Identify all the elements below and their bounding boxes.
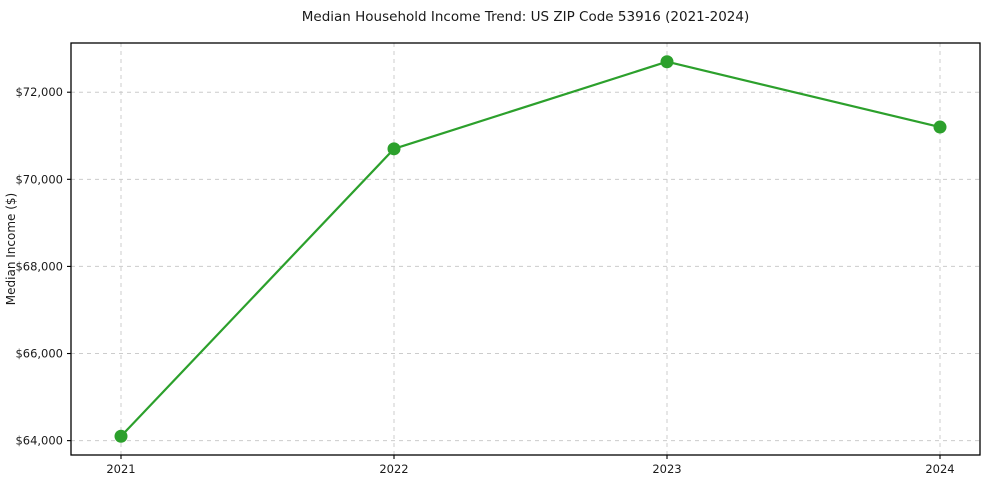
chart-title: Median Household Income Trend: US ZIP Co…	[302, 9, 750, 25]
y-tick-label: $64,000	[15, 434, 63, 448]
y-tick-label: $70,000	[15, 172, 63, 186]
y-axis-label: Median Income ($)	[4, 193, 18, 305]
x-tick-label: 2021	[106, 462, 135, 476]
data-point	[933, 120, 947, 134]
y-tick-label: $72,000	[15, 85, 63, 99]
x-tick-label: 2023	[652, 462, 681, 476]
trend-line	[119, 60, 942, 438]
plot-border	[70, 42, 981, 456]
data-point	[660, 55, 674, 69]
y-tick-label: $68,000	[15, 259, 63, 273]
y-tick-label: $66,000	[15, 347, 63, 361]
data-series-layer	[114, 55, 947, 443]
x-tick-label: 2022	[379, 462, 408, 476]
x-tick-label: 2024	[925, 462, 954, 476]
data-point	[114, 429, 128, 443]
axes-layer: $64,000 $66,000 $68,000 $70,000 $72,000 2021 2…	[15, 42, 981, 476]
data-point	[387, 142, 401, 156]
